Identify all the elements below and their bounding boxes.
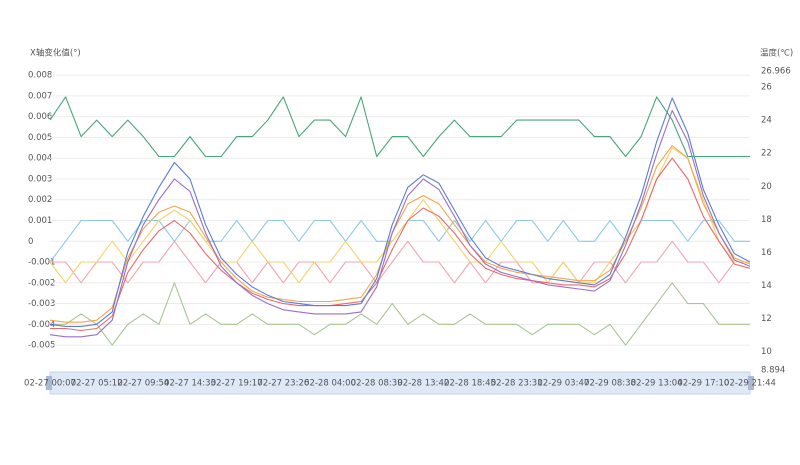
- y-tick-label: 0.006: [28, 112, 52, 122]
- y-tick-label: 0.004: [28, 154, 52, 164]
- y2-tick-label: 8.894: [761, 366, 785, 376]
- y-axis-title: X轴变化值(°): [30, 48, 81, 59]
- x-tick-label: 02-29 21:44: [724, 379, 776, 389]
- y-tick-label: 0.001: [28, 216, 52, 226]
- y2-axis-title: 温度(℃): [760, 48, 793, 59]
- y-tick-label: -0.004: [28, 320, 55, 330]
- y-tick-label: -0.002: [28, 278, 55, 288]
- y-tick-label: 0.002: [28, 195, 52, 205]
- y-tick-label: 0.003: [28, 174, 52, 184]
- y-tick-label: 0: [28, 237, 33, 247]
- y-tick-label: 0.008: [28, 71, 52, 81]
- x-tick-label: 02-28 04:00: [304, 379, 356, 389]
- x-tick-label: 02-29 13:04: [631, 379, 683, 389]
- series-line: [50, 157, 751, 332]
- x-tick-label: 02-28 23:31: [491, 379, 543, 389]
- x-tick-label: 02-29 03:47: [537, 379, 589, 389]
- y2-tick-label: 14: [761, 281, 772, 291]
- y-tick-label: -0.001: [28, 258, 55, 268]
- x-tick-label: 02-27 05:12: [71, 379, 123, 389]
- series-line: [50, 282, 750, 346]
- y-tick-label: 0.007: [28, 91, 52, 101]
- y2-tick-label: 18: [761, 215, 772, 225]
- y2-tick-label: 26.966: [761, 67, 791, 77]
- x-tick-label: 02-27 09:54: [117, 379, 169, 389]
- x-tick-label: 02-28 18:45: [444, 379, 496, 389]
- series-line: [49, 147, 750, 284]
- x-tick-label: 02-29 08:38: [584, 379, 636, 389]
- x-tick-label: 02-29 17:10: [677, 379, 729, 389]
- zoom-handle-left[interactable]: [46, 376, 52, 390]
- y2-tick-label: 12: [761, 314, 772, 324]
- y2-tick-label: 22: [761, 149, 772, 159]
- x-tick-label: 02-27 23:26: [257, 379, 309, 389]
- y2-tick-label: 10: [761, 347, 772, 357]
- series-line: [49, 109, 751, 338]
- y2-tick-label: 26: [761, 82, 772, 92]
- x-tick-label: 02-27 00:07: [24, 379, 76, 389]
- y2-tick-label: 24: [761, 116, 772, 126]
- zoom-handle-right[interactable]: [748, 376, 754, 390]
- y2-tick-label: 16: [761, 248, 772, 258]
- y-tick-label: -0.005: [28, 341, 55, 351]
- x-tick-label: 02-28 13:42: [397, 379, 449, 389]
- x-tick-label: 02-27 19:17: [211, 379, 263, 389]
- x-tick-label: 02-27 14:33: [164, 379, 216, 389]
- x-tick-label: 02-28 08:39: [351, 379, 403, 389]
- series-line: [49, 96, 750, 158]
- series-line: [49, 97, 751, 327]
- series-line: [50, 240, 750, 284]
- y2-tick-label: 20: [761, 182, 772, 192]
- y-tick-label: 0.005: [28, 133, 52, 143]
- y-tick-label: -0.003: [28, 299, 55, 309]
